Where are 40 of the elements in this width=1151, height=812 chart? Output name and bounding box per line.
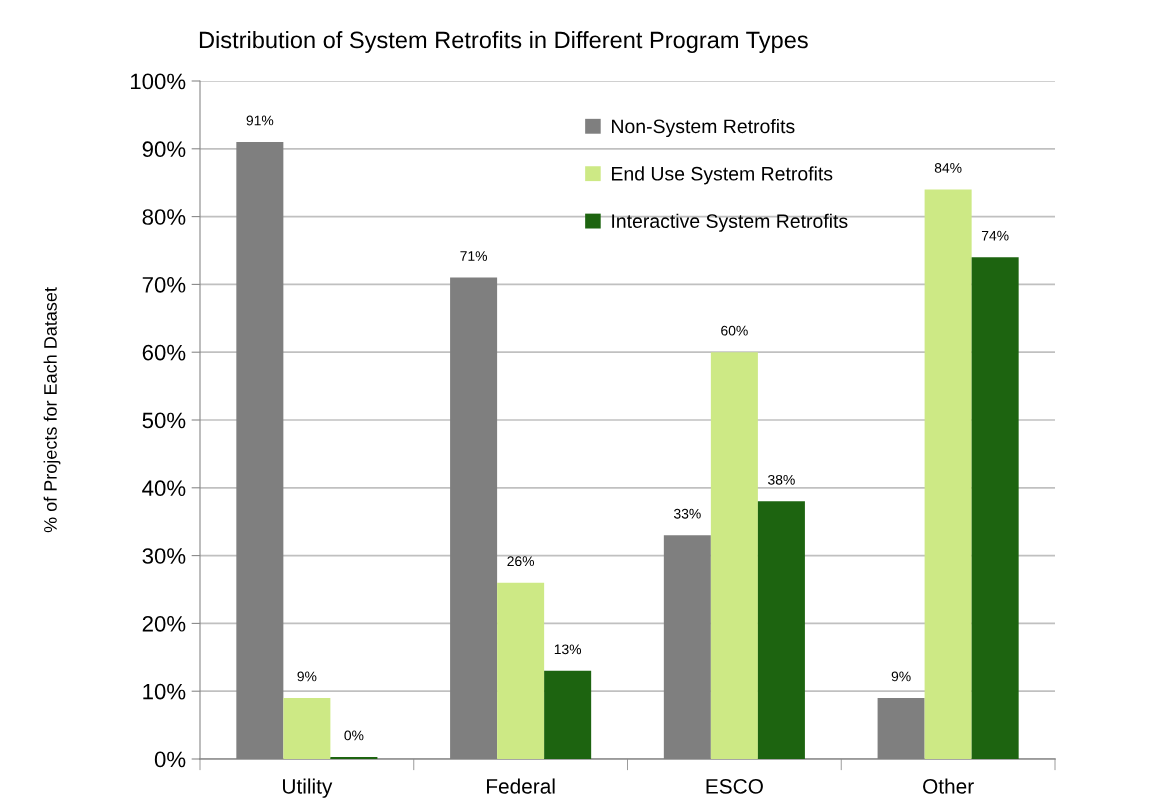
- x-tick-label: Other: [923, 778, 974, 794]
- x-tick-label: ESCO: [706, 778, 763, 794]
- data-label: 71%: [460, 251, 488, 261]
- legend-label: Interactive System Retrofits: [612, 213, 848, 232]
- y-tick-label: 10%: [143, 683, 186, 700]
- data-label: 13%: [554, 644, 582, 655]
- y-tick-label: 0%: [154, 751, 186, 768]
- bar: [757, 501, 805, 759]
- data-label: 26%: [507, 556, 535, 567]
- data-label: 84%: [934, 163, 962, 173]
- y-tick-label: 40%: [142, 480, 186, 497]
- data-label: 38%: [768, 474, 795, 485]
- bar: [330, 756, 378, 759]
- data-label: 74%: [981, 230, 1009, 241]
- y-axis-title: % of Projects for Each Dataset: [43, 287, 61, 533]
- chart-title: Distribution of System Retrofits in Different Program Types: [199, 31, 808, 53]
- bar: [710, 352, 758, 759]
- y-tick-label: 90%: [142, 141, 186, 158]
- data-label: 60%: [721, 325, 748, 336]
- legend-label: Non-System Retrofits: [612, 118, 795, 138]
- y-tick-label: 20%: [142, 615, 186, 632]
- y-tick-label: 50%: [142, 412, 186, 429]
- bar: [924, 189, 972, 759]
- data-label: 9%: [297, 671, 317, 682]
- data-label: 33%: [673, 508, 701, 519]
- y-tick-label: 80%: [142, 209, 186, 225]
- data-label: 9%: [891, 671, 911, 682]
- data-label: 91%: [246, 115, 274, 126]
- x-tick-label: Federal: [487, 778, 555, 794]
- y-tick-label: 30%: [142, 548, 186, 564]
- legend-label: End Use System Retrofits: [612, 166, 833, 185]
- bar: [283, 697, 331, 759]
- bar: [971, 257, 1019, 759]
- bar: [497, 582, 545, 759]
- bar: [544, 670, 592, 759]
- x-tick-label: Utility: [283, 778, 333, 798]
- y-tick-label: 100%: [130, 73, 186, 90]
- y-tick-label: 70%: [142, 276, 186, 293]
- data-label: 0%: [344, 730, 364, 741]
- y-tick-label: 60%: [142, 344, 186, 361]
